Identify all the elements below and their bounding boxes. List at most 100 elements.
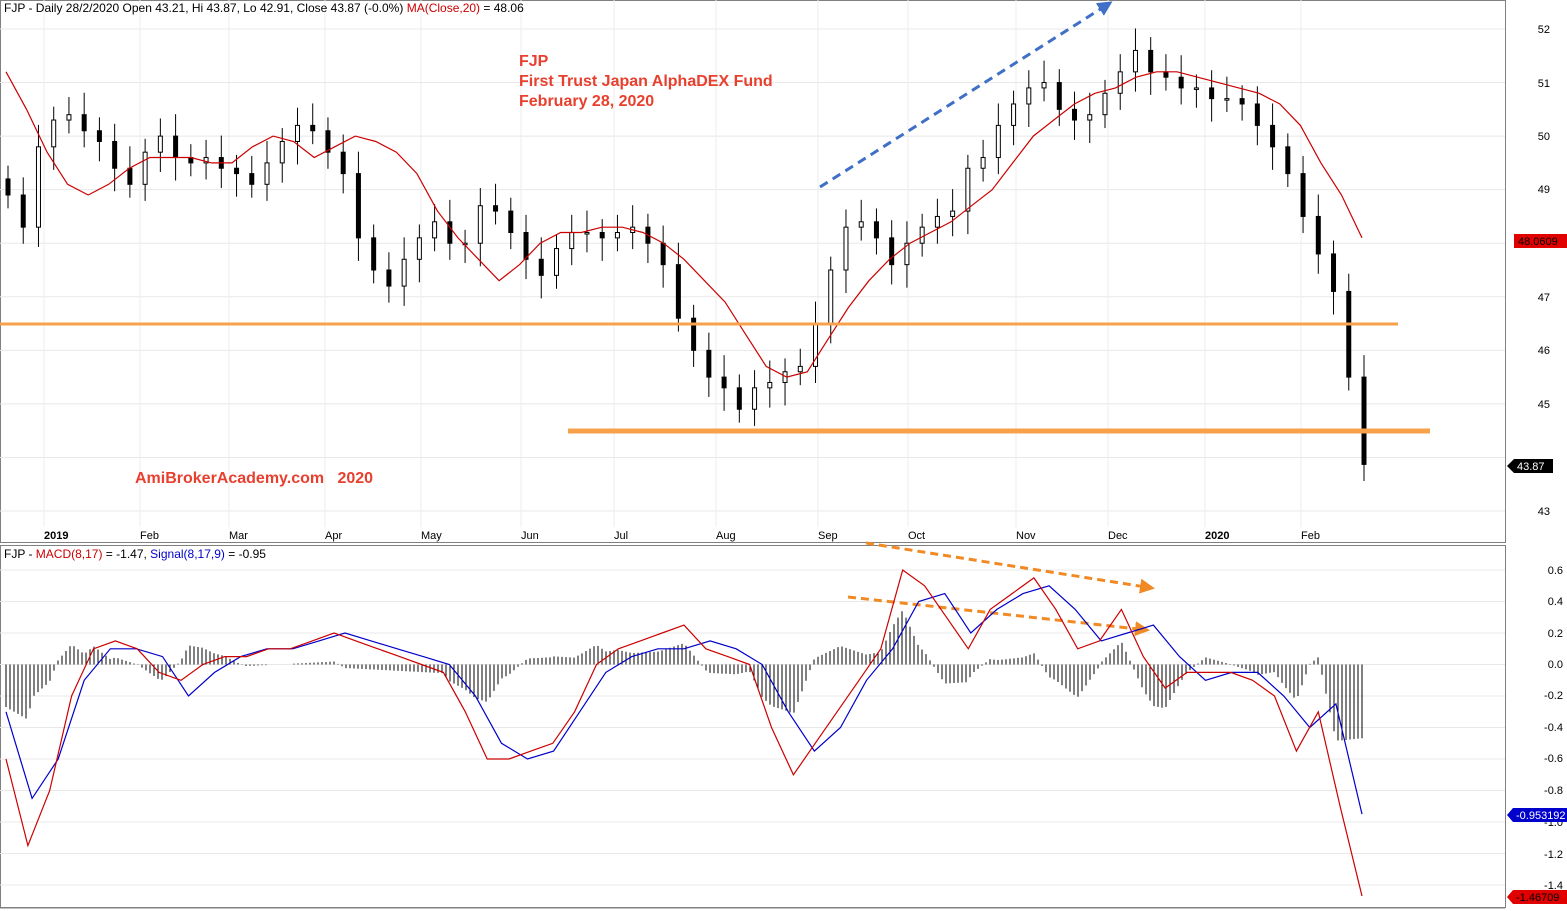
x-tick: Nov <box>1016 530 1036 542</box>
candle-body <box>1346 290 1352 378</box>
macd-y-tick: -1.4 <box>1544 880 1563 892</box>
candle-body <box>660 242 666 266</box>
candle-body <box>736 387 742 410</box>
price-y-tick: 45 <box>1538 399 1550 411</box>
candle-body <box>249 173 255 185</box>
price-panel-frame <box>0 0 1506 543</box>
close-value-badge <box>1507 459 1553 473</box>
candle-body <box>721 376 727 389</box>
x-tick: 2019 <box>44 530 68 542</box>
candle-body <box>142 151 148 185</box>
x-tick: Sep <box>818 530 838 542</box>
candle-body <box>569 232 575 250</box>
macd-y-tick: -0.6 <box>1544 753 1563 765</box>
candle-body <box>51 119 57 148</box>
macd-header-value: = -1.47, <box>102 547 151 561</box>
x-tick: May <box>421 530 442 542</box>
candle-body <box>1209 87 1215 100</box>
x-tick: Jul <box>614 530 628 542</box>
price-header: FJP - Daily 28/2/2020 Open 43.21, Hi 43.… <box>4 1 524 15</box>
signal-line <box>5 585 1363 815</box>
candle-body <box>416 237 422 260</box>
candle-body <box>691 317 697 351</box>
candle-body <box>1361 376 1367 465</box>
candle-body <box>584 232 590 235</box>
annotation-fund-name: First Trust Japan AlphaDEX Fund <box>519 73 773 90</box>
candle-body <box>1254 103 1260 126</box>
candle-body <box>675 264 681 319</box>
macd-value-badge <box>1507 890 1567 904</box>
x-tick: Apr <box>325 530 342 542</box>
candle-body <box>1193 87 1199 90</box>
candle-body <box>889 237 895 266</box>
candle-body <box>279 140 285 164</box>
ma20-line <box>5 71 1363 378</box>
watermark: AmiBrokerAcademy.com 2020 <box>135 470 374 487</box>
x-tick: Dec <box>1108 530 1128 542</box>
candle-body <box>1224 98 1230 101</box>
candle-body <box>157 135 163 153</box>
macd-y-tick: -0.4 <box>1544 722 1563 734</box>
candle-body <box>843 226 849 271</box>
uptrend-arrow <box>819 1 1113 189</box>
macd-y-tick: 0.6 <box>1548 565 1563 577</box>
macd-value-label: -1.46709 <box>1516 892 1559 904</box>
x-tick: Feb <box>140 530 159 542</box>
candle-body <box>934 215 940 228</box>
macd-y-tick: -1.2 <box>1544 849 1563 861</box>
ma20-value-badge <box>1514 234 1567 248</box>
signal-value-badge <box>1507 808 1567 822</box>
candle-body <box>873 221 879 239</box>
macd-y-tick: 0.2 <box>1548 628 1563 640</box>
price-y-tick: 52 <box>1538 24 1550 36</box>
candle-body <box>752 387 758 410</box>
price-y-tick: 47 <box>1538 292 1550 304</box>
candle-body <box>1132 49 1138 73</box>
price-y-tick: 46 <box>1538 345 1550 357</box>
candle-body <box>1270 124 1276 148</box>
candle-body <box>553 248 559 276</box>
macd-y-tick: -0.2 <box>1544 690 1563 702</box>
candle-body <box>538 258 544 276</box>
ma20-value-label: 48.0609 <box>1518 236 1558 248</box>
candle-body <box>614 232 620 239</box>
annotation-ticker: FJP <box>519 53 549 70</box>
candle-body <box>1087 114 1093 121</box>
candle-body <box>919 226 925 244</box>
candle-body <box>432 221 438 239</box>
macd-divergence-arrow-lower <box>847 595 1150 637</box>
ma-header-label: MA(Close,20) <box>406 1 481 15</box>
macd-grid <box>0 569 1505 886</box>
x-tick: Feb <box>1301 530 1320 542</box>
candle-body <box>1072 108 1078 121</box>
candle-body <box>81 114 87 132</box>
candle-body <box>234 167 240 175</box>
candle-body <box>828 269 834 325</box>
candle-body <box>310 124 316 132</box>
candle-body <box>1148 49 1154 73</box>
candle-body <box>508 210 514 234</box>
x-tick: Jun <box>521 530 539 542</box>
candle-body <box>950 210 956 217</box>
chart-annotation: FJP First Trust Japan AlphaDEX Fund Febr… <box>519 52 773 112</box>
candle-body <box>325 130 331 153</box>
signal-header-label: Signal(8,17,9) <box>150 547 225 561</box>
candle-body <box>1117 71 1123 94</box>
macd-header-prefix: FJP - <box>4 547 36 561</box>
candle-body <box>127 167 133 185</box>
candle-body <box>1102 92 1108 116</box>
candle-body <box>20 194 26 228</box>
candle-body <box>965 167 971 212</box>
candle-body <box>797 365 803 373</box>
annotation-date: February 28, 2020 <box>519 93 655 110</box>
candle-body <box>995 124 1001 159</box>
candle-body <box>1285 146 1291 175</box>
candle-body <box>767 381 773 389</box>
ma-header-value: = 48.06 <box>480 1 524 15</box>
candle-body <box>599 232 605 239</box>
candle-body <box>1041 82 1047 89</box>
price-header-ohlc: FJP - Daily 28/2/2020 Open 43.21, Hi 43.… <box>4 1 404 15</box>
candle-body <box>1056 82 1062 110</box>
candle-body <box>294 124 300 142</box>
close-value-label: 43.87 <box>1517 461 1545 473</box>
